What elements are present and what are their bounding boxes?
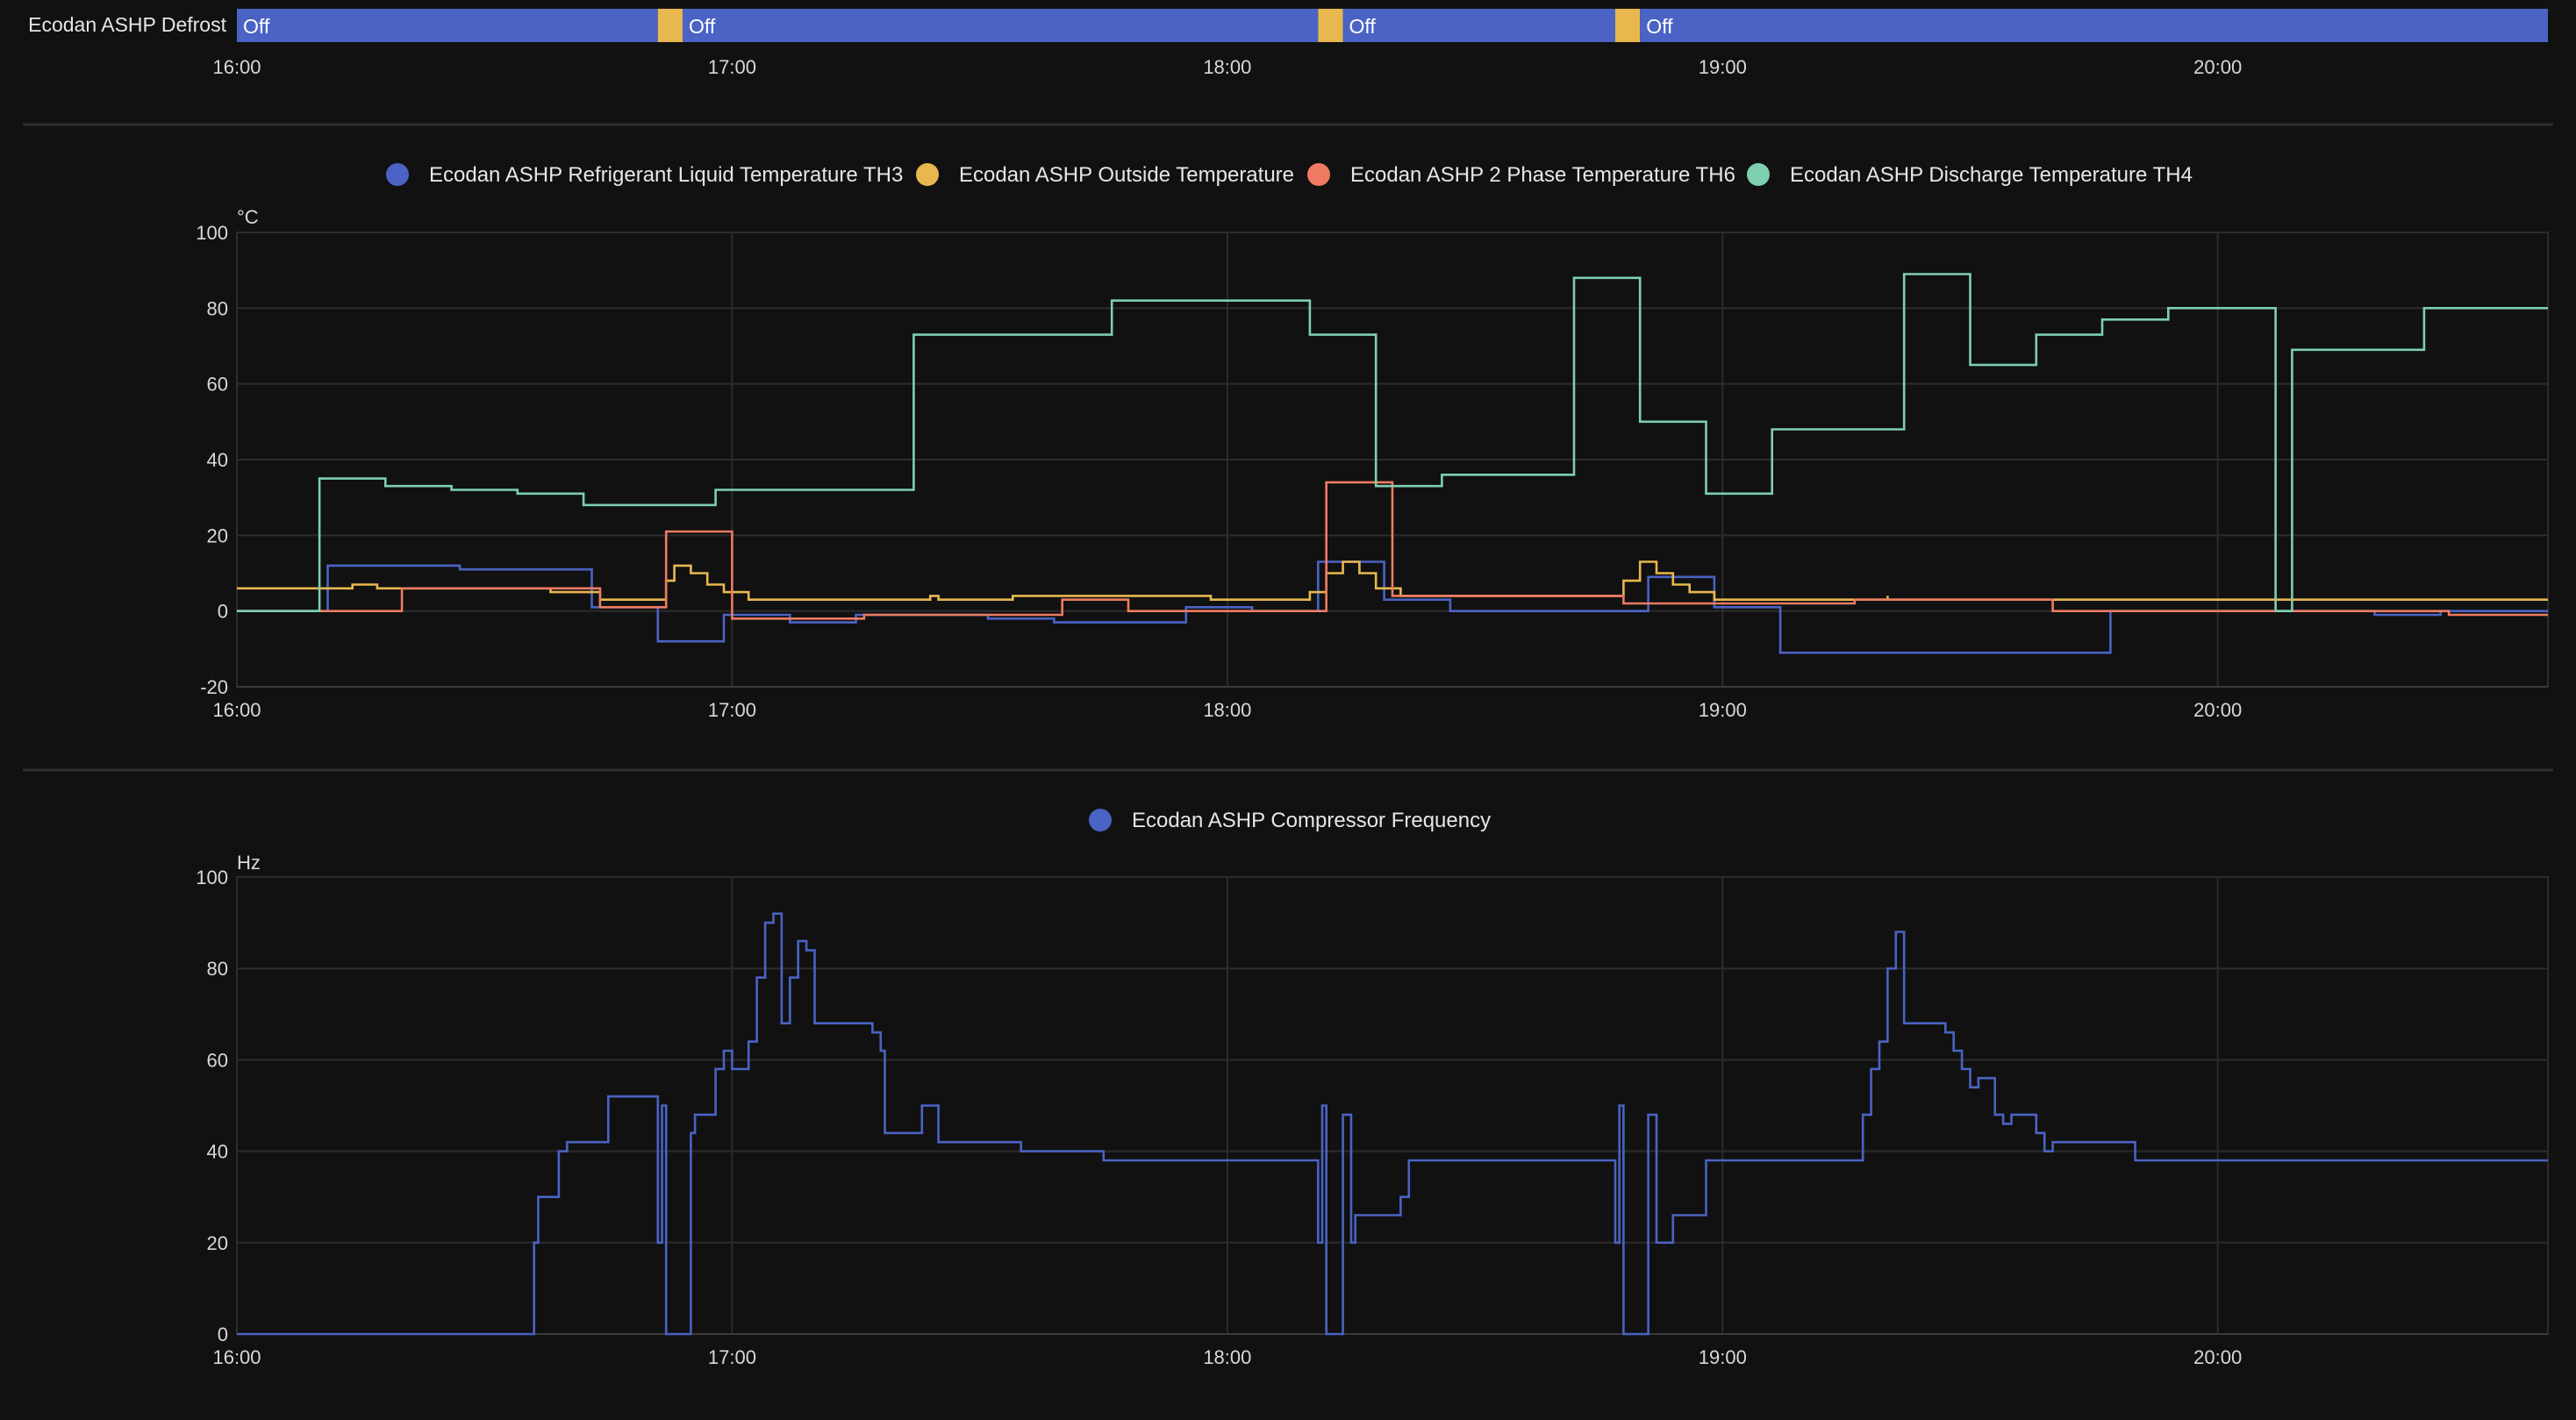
timeline-segment-off: [682, 9, 1319, 42]
legend-label-1: Ecodan ASHP Outside Temperature: [959, 163, 1294, 187]
legend-label-0: Ecodan ASHP Refrigerant Liquid Temperatu…: [429, 163, 903, 187]
x-tick-label: 20:00: [2193, 56, 2242, 78]
x-tick-label: 20:00: [2193, 699, 2242, 721]
x-tick-label: 17:00: [708, 699, 756, 721]
timeline-segment-label: Off: [689, 15, 716, 38]
legend-marker-0: [1089, 809, 1112, 831]
x-tick-label: 18:00: [1203, 699, 1251, 721]
series-line-2: [237, 481, 2548, 620]
plot-border: [236, 876, 2549, 1335]
x-tick-label: 17:00: [708, 1346, 756, 1368]
y-tick-label: 100: [196, 867, 228, 888]
timeline-segment-off: [1640, 9, 2548, 42]
timeline-segment-label: Off: [243, 15, 270, 38]
y-tick-label: 20: [207, 1232, 228, 1254]
y-tick-label: 20: [207, 524, 228, 546]
temperature-series: [237, 273, 2548, 654]
frequency-legend: Ecodan ASHP Compressor Frequency: [1089, 809, 1491, 832]
legend-marker-3: [1747, 163, 1770, 186]
legend-marker-2: [1307, 163, 1330, 186]
timeline-x-ticks: 16:00 17:00 18:00 19:00 20:00: [212, 56, 2242, 78]
timeline-segment-off: [1342, 9, 1615, 42]
x-tick-label: 20:00: [2193, 1346, 2242, 1368]
legend-label-0: Ecodan ASHP Compressor Frequency: [1132, 809, 1491, 832]
series-line-3: [237, 273, 2548, 612]
frequency-chart: Ecodan ASHP Compressor Frequency Hz 100 8…: [196, 809, 2549, 1368]
y-tick-label: 40: [207, 1141, 228, 1163]
x-tick-label: 17:00: [708, 56, 756, 78]
legend-label-3: Ecodan ASHP Discharge Temperature TH4: [1790, 163, 2193, 187]
y-tick-label: 60: [207, 1049, 228, 1071]
timeline-entity-label: Ecodan ASHP Defrost: [28, 13, 226, 36]
timeline-segment-on: [657, 9, 683, 42]
timeline-segment-on: [1318, 9, 1343, 42]
legend-label-2: Ecodan ASHP 2 Phase Temperature TH6: [1350, 163, 1735, 187]
x-tick-label: 19:00: [1699, 1346, 1747, 1368]
legend-marker-0: [386, 163, 409, 186]
temperature-unit-label: °C: [237, 206, 259, 228]
series-line-0: [237, 912, 2548, 1336]
frequency-series: [237, 912, 2548, 1336]
x-tick-label: 18:00: [1203, 56, 1251, 78]
x-tick-label: 16:00: [212, 1346, 261, 1368]
legend-marker-1: [916, 163, 939, 186]
y-tick-label: -20: [200, 676, 228, 698]
frequency-unit-label: Hz: [237, 852, 261, 874]
y-tick-label: 100: [196, 222, 228, 244]
temperature-legend: Ecodan ASHP Refrigerant Liquid Temperatu…: [386, 163, 2193, 187]
x-tick-label: 19:00: [1699, 699, 1747, 721]
y-tick-label: 80: [207, 297, 228, 319]
y-tick-label: 0: [218, 601, 228, 623]
x-tick-label: 19:00: [1699, 56, 1747, 78]
y-tick-label: 0: [218, 1324, 228, 1345]
timeline-segment-label: Off: [1646, 15, 1673, 38]
frequency-grid: 100 80 60 40 20 016:00 17:00 18:00 19:00 20:00: [196, 867, 2549, 1368]
timeline-segment-on: [1614, 9, 1641, 42]
timeline-segment-off: [237, 9, 658, 42]
timeline-segments: Off Off Off Off: [237, 9, 2548, 42]
x-tick-label: 18:00: [1203, 1346, 1251, 1368]
y-tick-label: 80: [207, 958, 228, 980]
y-tick-label: 60: [207, 374, 228, 396]
y-tick-label: 40: [207, 449, 228, 471]
defrost-timeline: Ecodan ASHP Defrost Off Off Off Off 16:00 17…: [28, 9, 2548, 78]
temperature-chart: Ecodan ASHP Refrigerant Liquid Temperatu…: [196, 163, 2549, 721]
x-tick-label: 16:00: [212, 699, 261, 721]
x-tick-label: 16:00: [212, 56, 261, 78]
timeline-segment-label: Off: [1349, 15, 1377, 38]
